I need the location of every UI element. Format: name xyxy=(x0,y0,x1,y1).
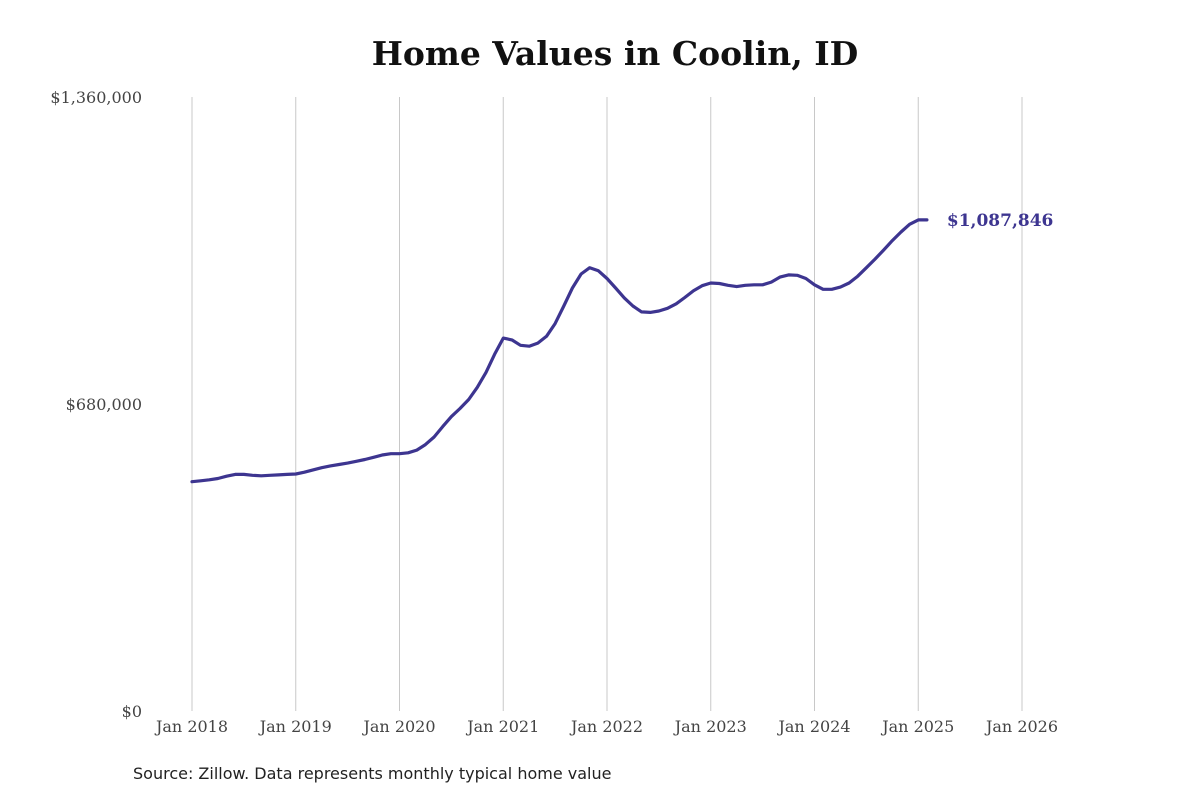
y-tick-label: $1,360,000 xyxy=(50,88,142,107)
y-axis-ticks: $0 $680,000 $1,360,000 xyxy=(50,88,142,721)
end-label-layer: $1,087,846 xyxy=(947,211,1053,231)
chart-title: Home Values in Coolin, ID xyxy=(371,34,859,73)
x-tick-label: Jan 2020 xyxy=(361,717,435,736)
gridlines xyxy=(191,97,1023,711)
x-tick-label: Jan 2022 xyxy=(569,717,643,736)
x-tick-label: Jan 2019 xyxy=(258,717,332,736)
series-layer xyxy=(190,218,929,484)
series-line xyxy=(190,218,929,484)
x-axis-ticks: Jan 2018 Jan 2019 Jan 2020 Jan 2021 Jan 2022… xyxy=(154,717,1058,736)
x-tick-label: Jan 2025 xyxy=(880,717,954,736)
x-tick-label: Jan 2026 xyxy=(984,717,1058,736)
x-tick-label: Jan 2024 xyxy=(776,717,850,736)
y-tick-label: $0 xyxy=(122,702,142,721)
x-tick-label: Jan 2023 xyxy=(673,717,747,736)
chart-source-note: Source: Zillow. Data represents monthly … xyxy=(133,764,612,783)
x-tick-label: Jan 2021 xyxy=(465,717,539,736)
end-value-label: $1,087,846 xyxy=(947,211,1053,231)
y-tick-label: $680,000 xyxy=(66,395,142,414)
x-tick-label: Jan 2018 xyxy=(154,717,228,736)
